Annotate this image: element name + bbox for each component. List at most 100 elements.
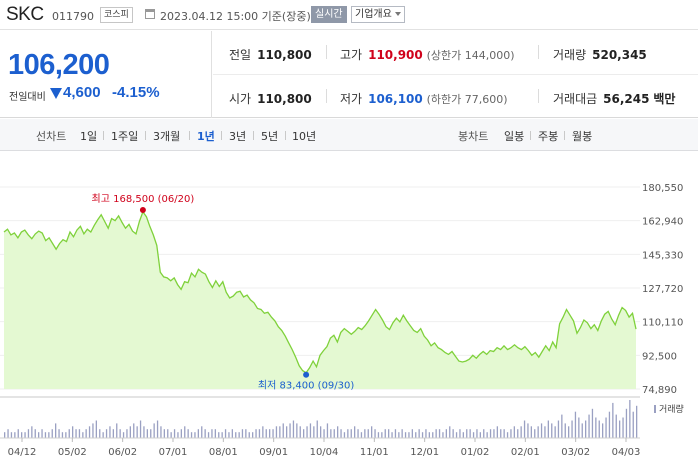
- volume-bar: [265, 429, 267, 438]
- change-percent: -4.15%: [112, 84, 160, 101]
- stock-name: SKC: [6, 4, 44, 25]
- day-low: 저가 106,100 (하한가 77,600): [340, 90, 508, 107]
- tab-separator: [221, 131, 222, 140]
- volume-bar: [75, 429, 77, 438]
- volume-bar: [493, 429, 495, 438]
- volume-bar: [17, 429, 19, 438]
- volume-bar: [428, 432, 430, 438]
- upper-limit: (상한가 144,000): [426, 49, 515, 62]
- tab-3m[interactable]: 3개월: [153, 130, 181, 143]
- volume-bar: [245, 429, 247, 438]
- tab-5y[interactable]: 5년: [261, 130, 279, 143]
- y-tick-label: 110,110: [642, 318, 683, 329]
- volume-bar: [143, 426, 145, 438]
- volume-bar: [82, 432, 84, 438]
- tab-separator: [253, 131, 254, 140]
- volume-bar: [636, 405, 638, 438]
- volume-bar: [455, 432, 458, 438]
- volume-bar: [282, 423, 284, 438]
- x-tick-label: 02/01: [511, 447, 540, 458]
- volume-bar: [248, 432, 250, 438]
- volume-bar: [506, 432, 509, 438]
- x-tick-label: 09/01: [259, 447, 288, 458]
- tab-weekly-candle[interactable]: 주봉: [538, 130, 559, 143]
- volume-label: 거래량: [553, 48, 587, 62]
- divider: [538, 89, 539, 103]
- price-area: [4, 211, 636, 389]
- volume-bar: [388, 429, 390, 438]
- tab-1y[interactable]: 1년: [197, 130, 215, 143]
- volume-bar: [500, 429, 502, 438]
- y-tick-label: 162,940: [642, 217, 683, 228]
- volume-bar: [595, 417, 597, 438]
- quote-panel: 106,200 전일대비 4,600 -4.15% 전일 110,800 고가 11…: [0, 31, 698, 118]
- volume-bar: [279, 426, 281, 438]
- day-high: 고가 110,900 (상한가 144,000): [340, 46, 515, 63]
- low-label: 저가: [340, 92, 363, 106]
- volume-bar: [449, 426, 451, 438]
- volume-bar: [221, 432, 223, 438]
- volume-bar: [150, 429, 152, 438]
- volume-bar: [95, 420, 97, 438]
- volume-bar: [357, 429, 359, 438]
- high-marker: [139, 206, 146, 213]
- volume-bar: [38, 432, 40, 438]
- open-value: 110,800: [257, 92, 312, 106]
- volume-bar: [432, 432, 434, 438]
- volume-bar: [333, 429, 335, 438]
- tab-1d[interactable]: 1일: [80, 130, 98, 143]
- volume-bar: [78, 429, 81, 438]
- change-label: 전일대비: [9, 92, 46, 103]
- volume-bar: [218, 432, 220, 438]
- volume-bar: [146, 429, 148, 438]
- tab-monthly-candle[interactable]: 월봉: [572, 130, 593, 143]
- volume-bar: [466, 429, 468, 438]
- volume-bar: [476, 429, 478, 438]
- volume-bar: [61, 432, 64, 438]
- volume-bar: [139, 420, 142, 438]
- company-overview-dropdown[interactable]: 기업개요: [351, 6, 405, 23]
- tab-3y[interactable]: 3년: [229, 130, 247, 143]
- volume-bar: [608, 411, 611, 438]
- volume-bar: [92, 423, 94, 438]
- volume-bar: [486, 432, 488, 438]
- volume-bar: [316, 420, 318, 438]
- amount-value: 56,245: [603, 92, 650, 106]
- volume-bar: [469, 429, 471, 438]
- tab-separator: [530, 131, 531, 140]
- tab-10y[interactable]: 10년: [292, 130, 317, 143]
- volume-bar: [31, 426, 33, 438]
- volume-value: 520,345: [592, 48, 647, 62]
- volume-bar: [513, 426, 515, 438]
- volume-bar: [167, 429, 169, 438]
- volume-bar: [578, 417, 580, 438]
- volume-bar: [554, 426, 556, 438]
- volume-bar: [88, 426, 91, 438]
- volume-bar: [360, 432, 363, 438]
- tab-daily-candle[interactable]: 일봉: [504, 130, 525, 143]
- volume-bar: [625, 408, 628, 438]
- volume-bar: [435, 429, 437, 438]
- prev-close-label: 전일: [229, 48, 252, 62]
- volume-bar: [442, 432, 444, 438]
- volume-bar: [231, 429, 233, 438]
- volume-bar: [377, 432, 380, 438]
- amount-unit: 백만: [653, 92, 676, 106]
- volume-bar: [605, 417, 607, 438]
- volume-bar: [523, 420, 526, 438]
- volume: 거래량 520,345: [553, 46, 647, 63]
- volume-bar: [55, 423, 57, 438]
- tab-1w[interactable]: 1주일: [111, 130, 139, 143]
- volume-bar: [129, 426, 131, 438]
- volume-bar: [10, 432, 13, 438]
- volume-bar: [404, 432, 407, 438]
- low-annotation: 최저 83,400 (09/30): [258, 380, 354, 392]
- volume-bar: [585, 420, 587, 438]
- volume-bar: [320, 426, 322, 438]
- tab-separator: [103, 131, 104, 140]
- tab-separator: [285, 131, 286, 140]
- prev-close: 전일 110,800: [229, 46, 312, 63]
- volume-bar: [323, 429, 325, 438]
- realtime-button[interactable]: 실시간: [311, 6, 347, 23]
- volume-bar: [489, 429, 492, 438]
